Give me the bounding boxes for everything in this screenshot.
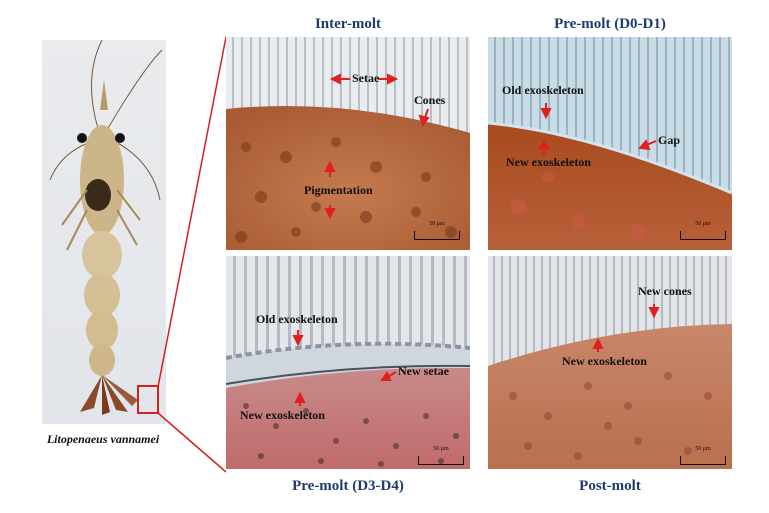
label-new-exoskeleton: New exoskeleton <box>506 155 591 169</box>
title-intermolt: Inter-molt <box>314 16 382 32</box>
label-old-exoskeleton: Old exoskeleton <box>256 312 338 326</box>
label-new-cones: New cones <box>638 284 692 298</box>
scale-bar: 50 μm <box>680 221 726 240</box>
scale-bar: 50 μm <box>414 221 460 240</box>
label-new-setae: New setae <box>398 364 449 378</box>
panel-premolt-d3: Old exoskeleton New setae New exoskeleto… <box>226 256 470 469</box>
scale-bar: 50 μm <box>680 446 726 465</box>
connector-line-top <box>157 36 227 388</box>
species-caption: Litopenaeus vannamei <box>46 432 160 446</box>
title-premolt-d3: Pre-molt (D3-D4) <box>292 478 404 494</box>
shrimp-photo <box>42 39 166 424</box>
micrograph-postmolt <box>488 256 732 469</box>
shrimp-illustration <box>49 39 163 415</box>
micrograph-premolt-d0 <box>488 37 732 250</box>
tail-highlight-box <box>137 385 159 414</box>
label-gap: Gap <box>658 133 681 147</box>
micrograph-intermolt <box>226 37 470 250</box>
label-setae: Setae <box>352 71 380 85</box>
label-cones: Cones <box>414 93 446 107</box>
label-old-exoskeleton: Old exoskeleton <box>502 83 584 97</box>
title-postmolt: Post-molt <box>579 478 641 494</box>
scale-bar: 50 μm <box>418 446 464 465</box>
connector-line-bottom <box>157 412 227 473</box>
panel-intermolt: Setae Cones Pigmentation 50 μm <box>226 37 470 250</box>
label-new-exoskeleton: New exoskeleton <box>562 354 647 368</box>
panel-premolt-d0: Old exoskeleton Gap New exoskeleton 50 μ… <box>488 37 732 250</box>
micrograph-premolt-d3 <box>226 256 470 469</box>
title-premolt-d0: Pre-molt (D0-D1) <box>554 16 666 32</box>
panel-postmolt: New cones New exoskeleton 50 μm <box>488 256 732 469</box>
label-new-exoskeleton: New exoskeleton <box>240 408 325 422</box>
label-pigmentation: Pigmentation <box>304 183 373 197</box>
